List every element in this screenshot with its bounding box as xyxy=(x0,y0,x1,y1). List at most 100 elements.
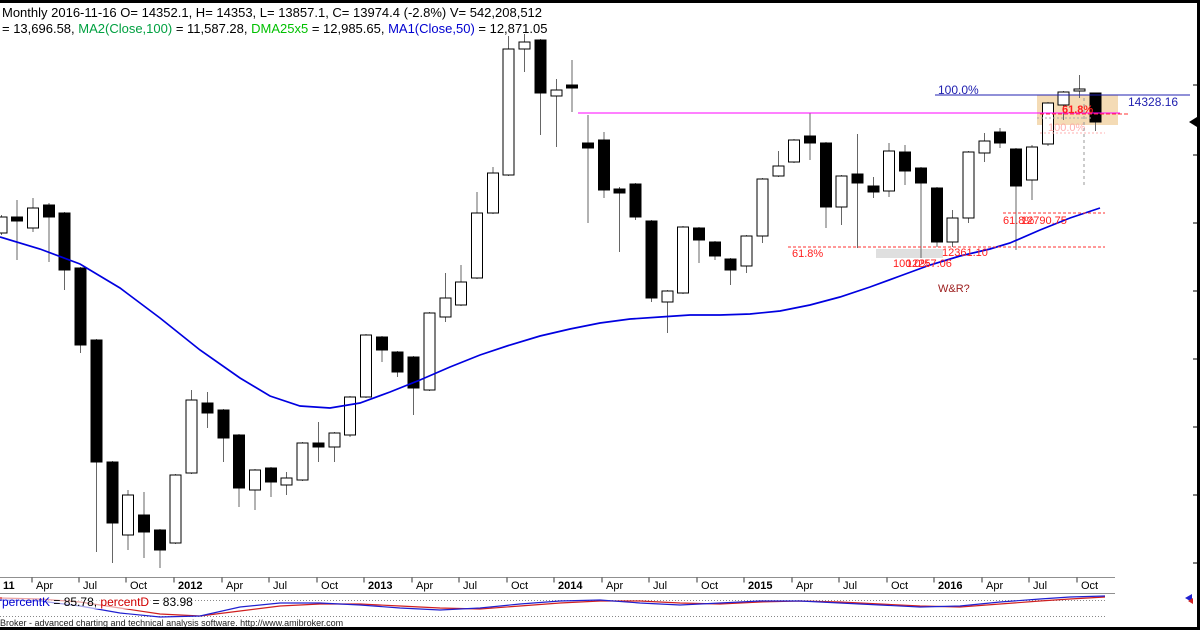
x-axis-label-Jul[interactable]: Jul xyxy=(653,580,667,592)
candle-body-2011-12 xyxy=(153,529,166,551)
candle-body-2014-07 xyxy=(645,220,658,299)
candle-body-2015-03 xyxy=(772,165,785,177)
right-axis-border[interactable] xyxy=(1197,3,1200,627)
candle-body-2013-05 xyxy=(423,312,436,391)
x-axis-label-2016[interactable]: 2016 xyxy=(938,580,962,592)
fib-100-value[interactable]: 14328.16 xyxy=(1128,95,1178,109)
x-axis-label-Jul[interactable]: Jul xyxy=(463,580,477,592)
wr-annotation[interactable]: W&R? xyxy=(938,283,970,295)
candle-body-2011-05 xyxy=(42,204,55,218)
stoch-legend-segment-1: = 85.78, xyxy=(50,595,101,609)
candle-body-2016-05 xyxy=(994,131,1007,144)
fib-zone-618-label[interactable]: 61.8% xyxy=(1062,104,1093,116)
candle-body-2013-12 xyxy=(534,39,547,94)
fib3-618-label[interactable]: 61.8% xyxy=(792,248,823,260)
fib-100-label[interactable]: 100.0% xyxy=(938,83,979,97)
stoch-d-arrow xyxy=(1188,598,1193,604)
candle-body-2012-07 xyxy=(264,467,277,483)
x-axis-label-Jul[interactable]: Jul xyxy=(83,580,97,592)
candle-body-2013-11 xyxy=(518,41,531,50)
candle-body-2013-09 xyxy=(486,172,499,214)
x-axis-label-Jul[interactable]: Jul xyxy=(1033,580,1047,592)
candle-body-2012-08 xyxy=(280,477,293,486)
candle-body-2012-06 xyxy=(248,469,261,491)
candle-body-2011-08 xyxy=(90,339,103,463)
stoch-legend-segment-3: = 83.98 xyxy=(149,595,193,609)
candle-body-2012-05 xyxy=(233,434,246,489)
candle-body-2015-08 xyxy=(851,173,864,184)
x-axis-label-Oct[interactable]: Oct xyxy=(321,580,338,592)
candle-body-2014-08 xyxy=(661,290,674,303)
indicator-legend-segment-1: MA2(Close,100) xyxy=(78,21,173,36)
indicator-legend-segment-5: MA1(Close,50) xyxy=(388,21,475,36)
selection-band[interactable] xyxy=(876,249,943,258)
candle-body-2014-09 xyxy=(677,226,690,294)
candle-body-2015-12 xyxy=(914,167,927,184)
candle-body-2016-06 xyxy=(1010,148,1023,187)
percentk-line xyxy=(0,595,1106,618)
x-axis-label-Apr[interactable]: Apr xyxy=(36,580,53,592)
x-axis-label-2013[interactable]: 2013 xyxy=(368,580,392,592)
candle-body-2011-06 xyxy=(58,212,71,271)
candle-body-2013-10 xyxy=(502,48,515,176)
candle-body-2015-02 xyxy=(756,178,769,237)
x-axis-label-Apr[interactable]: Apr xyxy=(986,580,1003,592)
candle-body-2016-01 xyxy=(930,187,943,243)
candle-body-2014-11 xyxy=(708,241,721,257)
candle-body-2011-11 xyxy=(137,514,150,533)
x-axis-label-2012[interactable]: 2012 xyxy=(178,580,202,592)
candle-body-2015-07 xyxy=(835,175,848,208)
amibroker-credit: Broker - advanced charting and technical… xyxy=(0,618,344,628)
x-axis-label-Oct[interactable]: Oct xyxy=(1081,580,1098,592)
candle-body-2013-01 xyxy=(359,334,372,398)
candle-body-2012-01 xyxy=(169,474,182,544)
fib3-value-12361[interactable]: 12361.10 xyxy=(942,247,988,259)
candle-body-2014-12 xyxy=(724,258,737,271)
fib3-100-label[interactable]: 100.0% xyxy=(893,258,931,270)
x-axis-label-2015[interactable]: 2015 xyxy=(748,580,772,592)
stoch-legend-segment-0: percentK xyxy=(2,595,51,609)
indicator-legend-segment-6: = 12,871.05 xyxy=(474,21,548,36)
x-axis-label-11[interactable]: 11 xyxy=(3,580,15,592)
x-axis-label-Jul[interactable]: Jul xyxy=(273,580,287,592)
indicator-legend-segment-2: = 11,587.28, xyxy=(172,21,252,36)
fib-zone-100-label[interactable]: 100.0% xyxy=(1048,122,1086,134)
candle-body-2012-12 xyxy=(344,396,357,436)
stoch-legend-segment-2: percentD xyxy=(100,595,150,609)
x-axis-label-Oct[interactable]: Oct xyxy=(511,580,528,592)
x-axis-label-Oct[interactable]: Oct xyxy=(130,580,147,592)
candle-body-2011-02 xyxy=(0,216,8,234)
candle-body-2012-04 xyxy=(217,409,230,439)
x-axis-label-Apr[interactable]: Apr xyxy=(606,580,623,592)
candle-body-2013-03 xyxy=(391,351,404,373)
candle-body-2015-05 xyxy=(803,135,816,144)
candle-body-2013-06 xyxy=(439,297,452,318)
x-axis-label-Apr[interactable]: Apr xyxy=(226,580,243,592)
fib3-value-12257[interactable]: 12257.06 xyxy=(906,258,952,270)
candle-body-2016-09 xyxy=(1057,91,1070,106)
candle-body-2016-10 xyxy=(1073,88,1086,92)
candle-body-2016-02 xyxy=(946,217,959,243)
candle-body-2011-10 xyxy=(122,494,135,536)
x-axis-label-2014[interactable]: 2014 xyxy=(558,580,583,592)
candle-body-2014-01 xyxy=(550,89,563,97)
x-axis-label-Apr[interactable]: Apr xyxy=(416,580,433,592)
candle-body-2011-03 xyxy=(11,216,24,222)
x-axis-label-Apr[interactable]: Apr xyxy=(796,580,813,592)
candle-body-2012-03 xyxy=(201,402,214,414)
candle-body-2015-09 xyxy=(867,185,880,193)
ma1-line xyxy=(0,207,1101,409)
candle-body-2013-07 xyxy=(455,281,468,306)
x-axis-label-Oct[interactable]: Oct xyxy=(701,580,718,592)
x-axis-label-Jul[interactable]: Jul xyxy=(843,580,857,592)
candle-body-2016-08 xyxy=(1041,102,1054,145)
candle-body-2014-02 xyxy=(566,84,579,89)
candle-body-2016-11 xyxy=(1089,92,1102,123)
fib2-618-value[interactable]: 12790.75 xyxy=(1021,215,1067,227)
candle-body-2011-07 xyxy=(74,267,87,346)
x-axis-label-Oct[interactable]: Oct xyxy=(891,580,908,592)
fib2-618-label[interactable]: 61.8% xyxy=(1003,215,1034,227)
candle-body-2015-04 xyxy=(788,139,801,163)
